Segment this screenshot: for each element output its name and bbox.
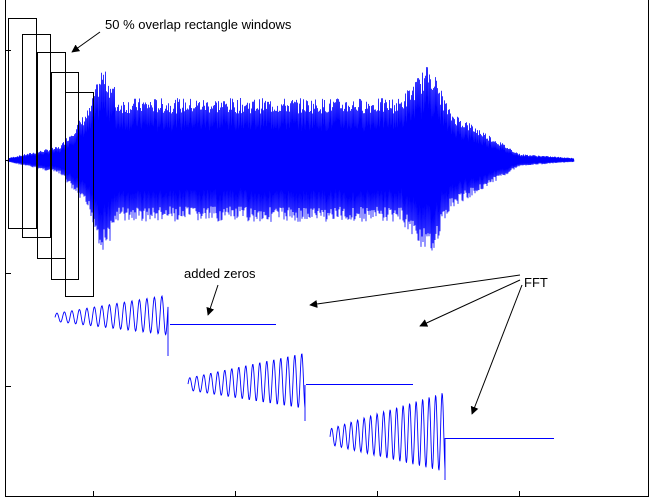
annotation-arrows <box>71 31 523 415</box>
main-signal <box>7 67 575 251</box>
segments <box>54 294 554 480</box>
arrow-fft-1 <box>309 274 521 308</box>
segment-2-trace <box>187 353 306 421</box>
rectangle-windows <box>8 18 94 297</box>
segment-1-trace <box>54 294 169 356</box>
label-windows: 50 % overlap rectangle windows <box>105 17 292 32</box>
window-5 <box>65 92 94 297</box>
main-signal-trace <box>7 67 575 251</box>
segment-3-trace <box>329 393 446 480</box>
arrow-fft-3 <box>470 284 523 415</box>
label-zeros: added zeros <box>184 266 256 281</box>
arrow-windows <box>71 31 101 53</box>
window-2 <box>22 34 51 238</box>
arrow-fft-2 <box>419 279 521 327</box>
label-fft: FFT <box>524 275 548 290</box>
arrow-zeros <box>206 284 219 316</box>
